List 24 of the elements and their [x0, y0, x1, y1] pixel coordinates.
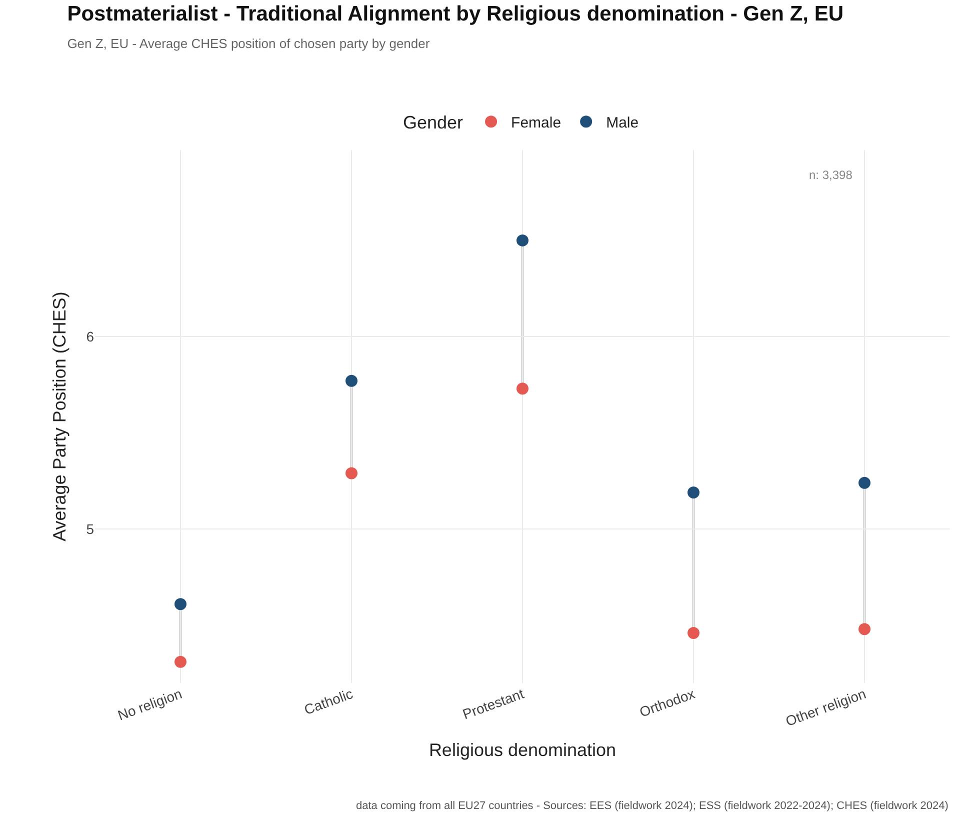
x-tick-label: Other religion — [783, 685, 868, 730]
point — [688, 626, 700, 639]
point — [516, 382, 528, 395]
legend-label: Male — [606, 114, 639, 132]
x-axis-title: Religious denomination — [428, 740, 616, 760]
point — [858, 476, 870, 489]
legend-label: Female — [511, 114, 562, 132]
chart-subtitle: Gen Z, EU - Average CHES position of chosen party by gender — [67, 36, 430, 51]
point — [174, 656, 186, 668]
point — [688, 486, 700, 499]
point — [346, 467, 358, 480]
y-tick-label: 5 — [86, 520, 94, 537]
chart-title: Postmaterialist - Traditional Alignment by Religious denomination - Gen Z, EU — [67, 2, 844, 26]
point — [516, 234, 528, 246]
point — [858, 623, 870, 636]
point — [346, 374, 358, 387]
text: data coming from all EU27 countries - Sources: EES (fieldwork 2024); ESS (fieldwork 2022-2024); CHES (fieldwork 2024) — [356, 800, 948, 812]
x-tick-label: No religion — [116, 685, 184, 724]
legend-title: Gender — [403, 112, 464, 133]
point — [174, 598, 186, 610]
y-tick-label: 6 — [86, 328, 94, 345]
annotation: n: 3,398 — [809, 168, 853, 182]
y-axis-title: Average Party Position (CHES) — [49, 292, 70, 542]
x-tick-label: Catholic — [302, 685, 355, 718]
